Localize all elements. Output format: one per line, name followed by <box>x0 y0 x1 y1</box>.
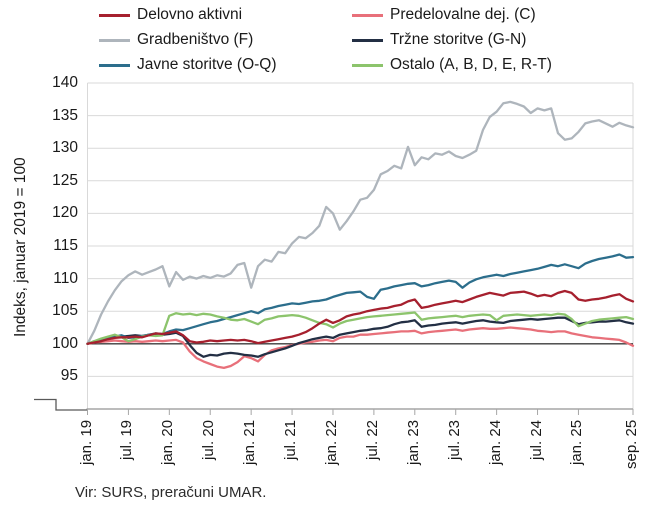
x-tick-label: jan. 23 <box>404 419 422 465</box>
x-tick-label: jan. 19 <box>77 419 95 465</box>
legend-line-swatch <box>352 63 383 67</box>
legend-item-label: Gradbeništvo (F) <box>137 31 254 48</box>
legend-item: Tržne storitve (G-N) <box>352 29 526 51</box>
legend-item-label: Delovno aktivni <box>137 6 243 23</box>
x-tick-label: jul. 19 <box>118 419 136 460</box>
y-tick-label: 100 <box>52 334 78 352</box>
legend-line-swatch <box>352 13 383 17</box>
y-tick-label: 95 <box>60 367 78 385</box>
x-tick-label: jul. 21 <box>282 419 300 460</box>
series-line-javne-storitve-o-q <box>86 253 635 345</box>
y-tick-label: 105 <box>52 302 78 320</box>
x-tick-label: jul. 22 <box>363 419 381 460</box>
legend-item: Javne storitve (O-Q) <box>99 54 277 76</box>
source-note: Vir: SURS, preračuni UMAR. <box>75 484 267 501</box>
legend-item: Predelovalne dej. (C) <box>352 4 536 26</box>
series-line-ostalo-a-b-d-e-r-t <box>86 311 635 345</box>
legend-item-label: Predelovalne dej. (C) <box>390 6 536 23</box>
y-tick-label: 120 <box>52 204 78 222</box>
series-line-predelovalne-dej-c <box>86 326 635 370</box>
x-tick-label: jan. 20 <box>159 419 177 465</box>
legend-item-label: Ostalo (A, B, D, E, R-T) <box>390 56 552 73</box>
y-tick-label: 135 <box>52 106 78 124</box>
axis-break-icon <box>34 398 87 411</box>
y-tick-label: 130 <box>52 139 78 157</box>
x-tick-label: jul. 20 <box>200 419 218 460</box>
x-tick-label: jan. 25 <box>568 419 586 465</box>
y-tick-label: 110 <box>53 269 78 287</box>
legend-item: Ostalo (A, B, D, E, R-T) <box>352 54 552 76</box>
legend-line-swatch <box>99 13 130 17</box>
x-tick-label: jan. 24 <box>486 419 504 465</box>
legend-item: Gradbeništvo (F) <box>99 29 253 51</box>
legend-item: Delovno aktivni <box>99 4 242 26</box>
legend-line-swatch <box>352 38 383 42</box>
x-tick-label: jan. 22 <box>322 419 340 465</box>
x-tick-label: jul. 24 <box>527 419 545 460</box>
legend-item-label: Tržne storitve (G-N) <box>390 31 527 48</box>
x-tick-label: jan. 21 <box>241 419 259 465</box>
x-tick-label: sep. 25 <box>623 419 640 469</box>
y-tick-label: 140 <box>52 74 78 91</box>
series-line-gradbeni-tvo-f <box>86 100 635 345</box>
legend-line-swatch <box>99 63 130 67</box>
legend-item-label: Javne storitve (O-Q) <box>137 56 277 73</box>
y-tick-label: 125 <box>52 171 78 189</box>
series-line-delovno-aktivni <box>86 289 635 345</box>
y-tick-label: 115 <box>53 237 78 254</box>
x-tick-label: jul. 23 <box>445 419 463 460</box>
series-line-tr-ne-storitve-g-n <box>86 316 635 358</box>
legend-line-swatch <box>99 38 130 42</box>
